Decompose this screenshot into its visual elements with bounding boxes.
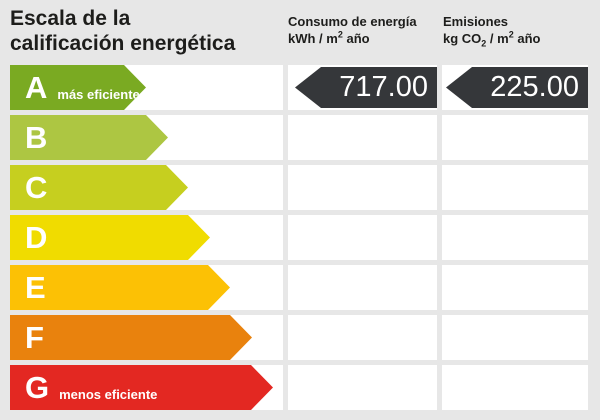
rating-letter: D	[25, 220, 48, 255]
rating-label: menos eficiente	[59, 387, 158, 402]
emissions-value-badge: 225.00	[446, 67, 588, 108]
scale-row: C	[10, 165, 588, 210]
rating-cell: A más eficiente	[10, 65, 283, 110]
consumption-value-badge: 717.00	[295, 67, 437, 108]
page-title-line2: calificación energética	[10, 32, 236, 55]
scale-row: B	[10, 115, 588, 160]
rating-arrow: E	[10, 265, 230, 310]
rating-letter: A	[25, 70, 48, 105]
rating-cell: C	[10, 165, 283, 210]
rating-arrow: G menos eficiente	[10, 365, 273, 410]
column-header-emissions: Emisiones kg CO2 / m2 año	[443, 13, 541, 49]
rating-arrow: A más eficiente	[10, 65, 146, 110]
emissions-cell	[442, 265, 588, 310]
scale-row: D	[10, 215, 588, 260]
consumption-cell	[288, 265, 437, 310]
rating-letter: G	[25, 370, 50, 405]
rating-letter: F	[25, 320, 44, 355]
scale-row: E	[10, 265, 588, 310]
rating-label: más eficiente	[57, 87, 140, 102]
scale-row: G menos eficiente	[10, 365, 588, 410]
page-title-line1: Escala de la	[10, 7, 131, 30]
rating-letter: C	[25, 170, 48, 205]
consumption-cell: 717.00	[288, 65, 437, 110]
rating-arrow: F	[10, 315, 252, 360]
emissions-cell: 225.00	[442, 65, 588, 110]
emissions-value: 225.00	[490, 71, 579, 103]
page-title: Escala de la calificación energética	[10, 6, 235, 56]
consumption-header-label: Consumo de energía	[288, 14, 417, 29]
emissions-cell	[442, 315, 588, 360]
emissions-cell	[442, 365, 588, 410]
rating-cell: F	[10, 315, 283, 360]
consumption-cell	[288, 315, 437, 360]
scale-row: F	[10, 315, 588, 360]
rating-arrow: B	[10, 115, 168, 160]
consumption-cell	[288, 115, 437, 160]
consumption-cell	[288, 215, 437, 260]
rating-arrow: D	[10, 215, 210, 260]
rating-letter: B	[25, 120, 48, 155]
emissions-cell	[442, 215, 588, 260]
emissions-cell	[442, 165, 588, 210]
emissions-header-label: Emisiones	[443, 14, 509, 29]
rating-letter: E	[25, 270, 46, 305]
rating-cell: D	[10, 215, 283, 260]
consumption-cell	[288, 365, 437, 410]
scale-row: A más eficiente 717.00 225.00	[10, 65, 588, 110]
rating-arrow: C	[10, 165, 188, 210]
emissions-header-unit: kg CO2 / m2 año	[443, 29, 541, 49]
scale-rows: A más eficiente 717.00 225.00 B	[10, 65, 588, 410]
rating-cell: B	[10, 115, 283, 160]
consumption-value: 717.00	[339, 71, 428, 103]
column-header-consumption: Consumo de energía kWh / m2 año	[288, 13, 417, 47]
rating-cell: G menos eficiente	[10, 365, 283, 410]
emissions-cell	[442, 115, 588, 160]
consumption-cell	[288, 165, 437, 210]
rating-cell: E	[10, 265, 283, 310]
consumption-header-unit: kWh / m2 año	[288, 29, 370, 46]
